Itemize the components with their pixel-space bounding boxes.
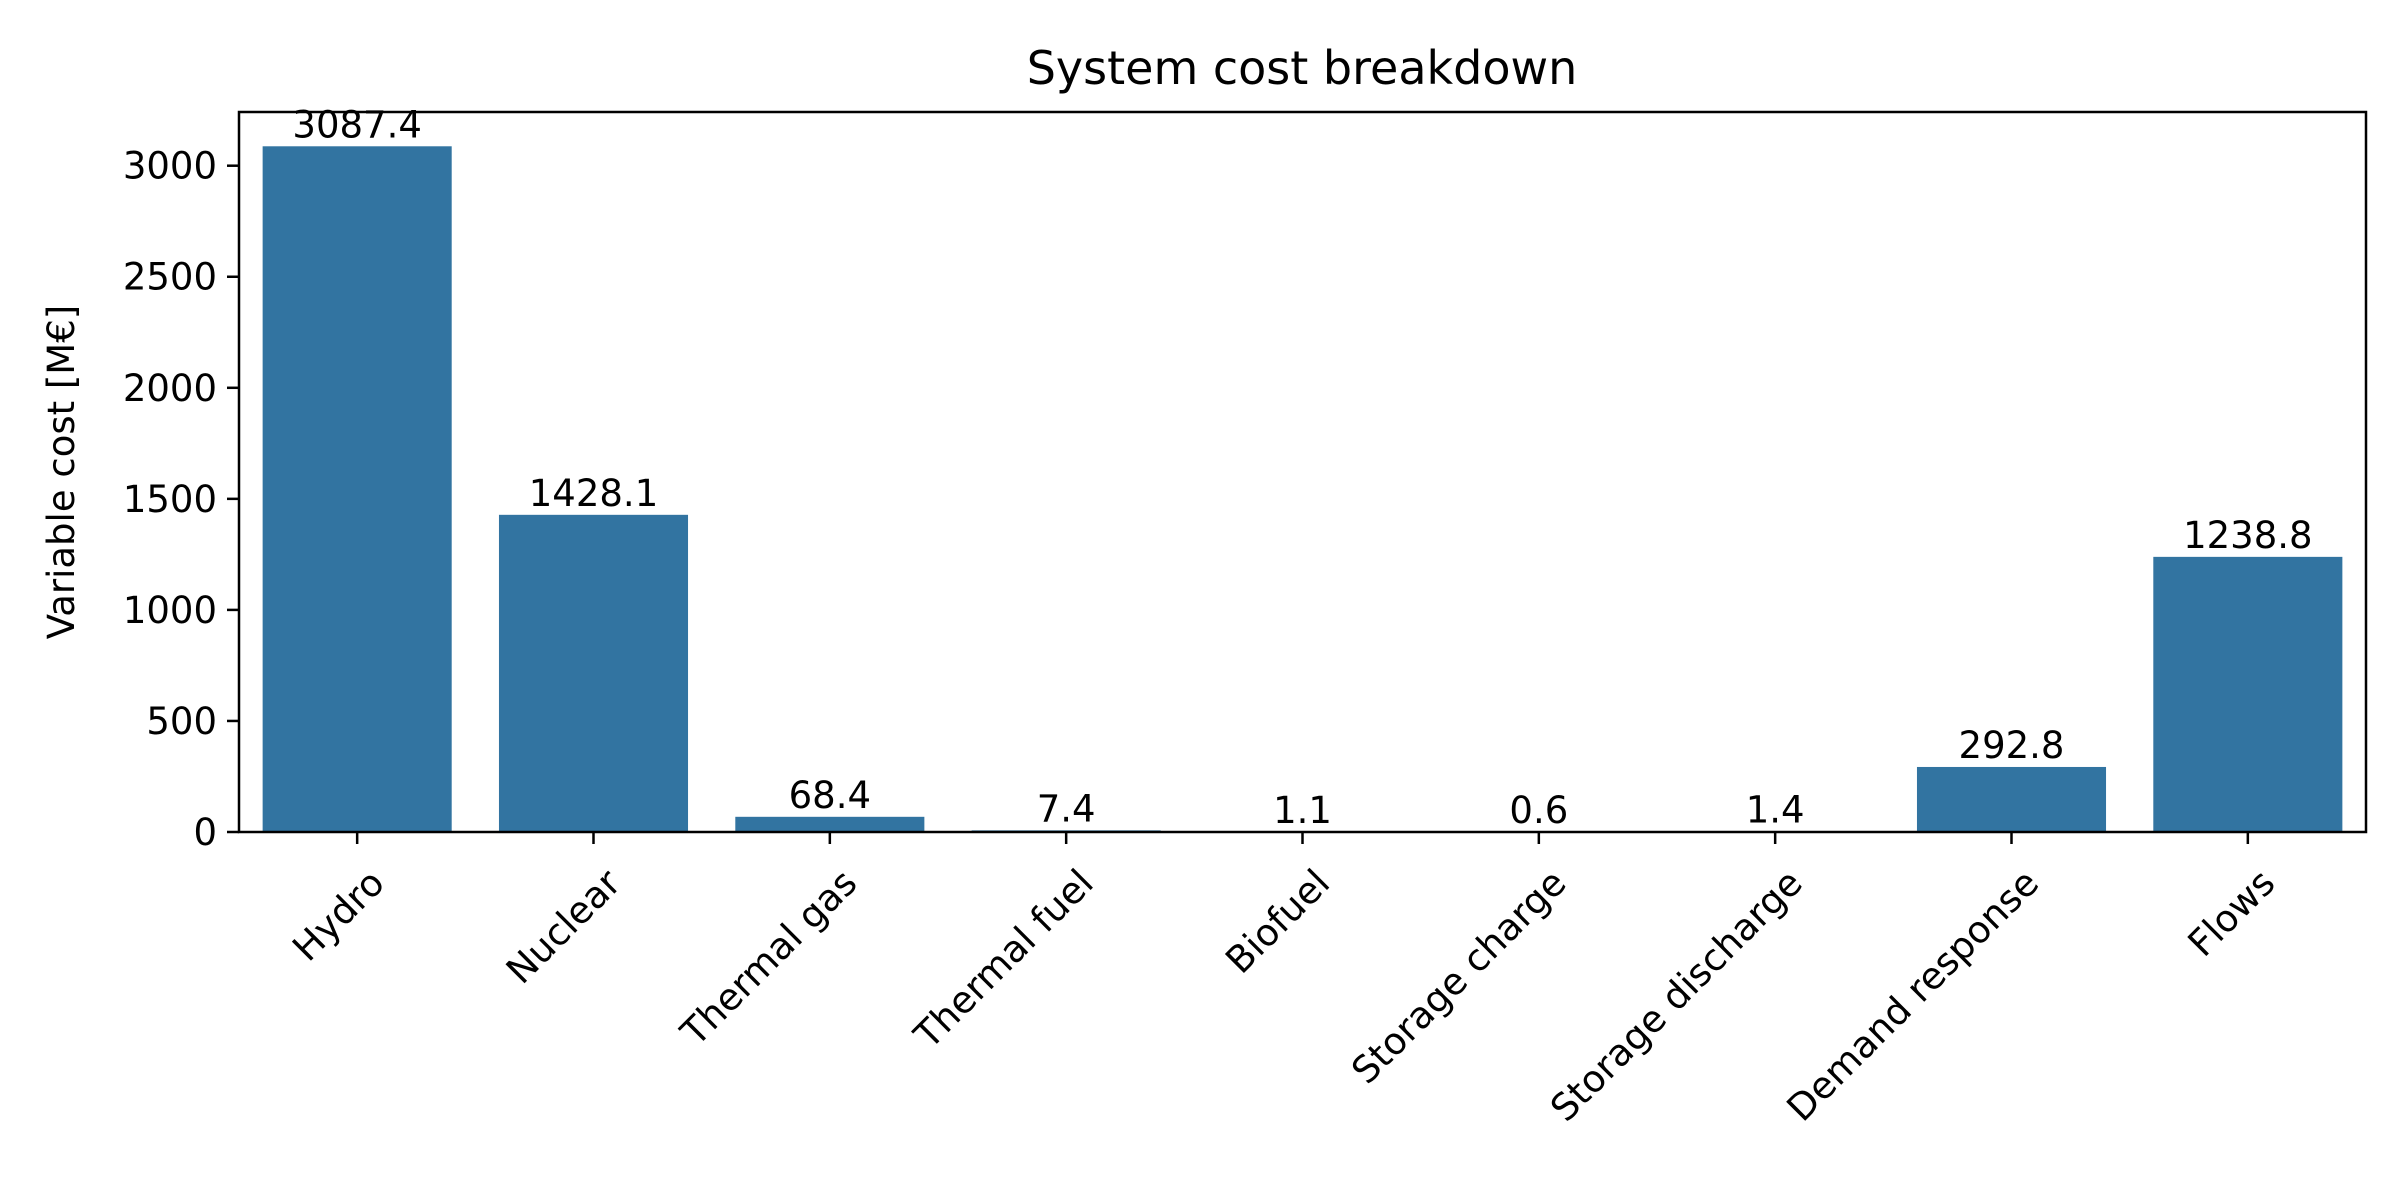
- y-tick-label-5: 2500: [123, 256, 217, 299]
- bar-value-label-5: 0.6: [1509, 789, 1568, 832]
- bar-value-labels: 3087.4 1428.1 68.4 7.4 1.1 0.6 1.4 292.8 1238.8: [292, 103, 2312, 832]
- chart-title: System cost breakdown: [1027, 41, 1578, 95]
- bar-value-label-0: 3087.4: [292, 103, 421, 146]
- x-tick-label-6: Storage discharge: [1542, 861, 1811, 1130]
- x-axis: Hydro Nuclear Thermal gas Thermal fuel Biofu…: [284, 832, 2283, 1130]
- x-tick-label-1: Nuclear: [498, 861, 630, 993]
- y-tick-label-2: 1000: [123, 589, 217, 632]
- x-tick-label-2: Thermal gas: [672, 861, 865, 1054]
- y-tick-label-0: 0: [193, 811, 217, 854]
- bar-8: [2153, 556, 2343, 832]
- bar-value-label-1: 1428.1: [529, 472, 658, 515]
- x-tick-label-5: Storage charge: [1343, 861, 1574, 1092]
- y-axis-label: Variable cost [M€]: [40, 305, 83, 639]
- x-tick-label-8: Flows: [2180, 861, 2284, 965]
- y-tick-label-3: 1500: [123, 478, 217, 521]
- bar-7: [1916, 766, 2107, 832]
- y-tick-label-1: 500: [146, 700, 217, 743]
- plot-area-frame: [237, 110, 2368, 834]
- y-tick-label-4: 2000: [123, 367, 217, 410]
- x-tick-label-4: Biofuel: [1217, 861, 1338, 982]
- bars-layer: [262, 146, 2343, 833]
- bar-0: [262, 146, 452, 833]
- bar-value-label-7: 292.8: [1959, 724, 2065, 767]
- y-tick-label-6: 3000: [123, 145, 217, 188]
- bar-value-label-6: 1.4: [1746, 789, 1805, 832]
- bar-2: [735, 816, 925, 832]
- bar-1: [498, 514, 689, 832]
- y-axis: 0 500 1000 1500 2000 2500 3000: [123, 145, 239, 854]
- x-tick-label-0: Hydro: [284, 861, 392, 969]
- x-tick-label-7: Demand response: [1779, 861, 2048, 1130]
- x-tick-label-3: Thermal fuel: [905, 861, 1101, 1057]
- bar-value-label-2: 68.4: [789, 774, 871, 817]
- bar-value-label-4: 1.1: [1273, 789, 1332, 832]
- bar-value-label-8: 1238.8: [2183, 514, 2312, 557]
- bar-value-label-3: 7.4: [1037, 787, 1096, 830]
